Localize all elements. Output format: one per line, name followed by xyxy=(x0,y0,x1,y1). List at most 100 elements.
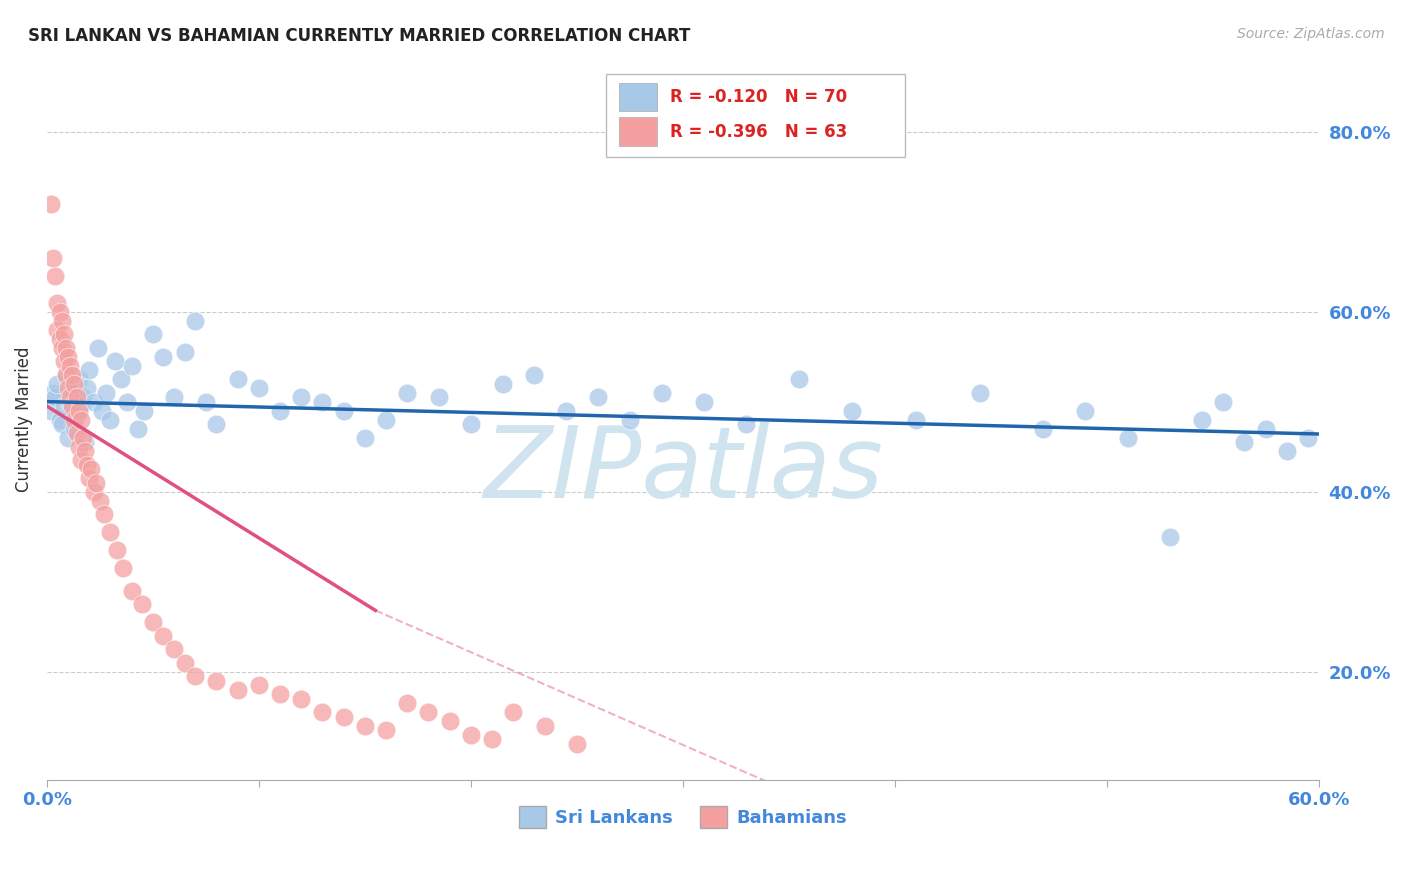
Point xyxy=(789,372,811,386)
Point xyxy=(46,323,69,337)
Point xyxy=(60,368,83,382)
Point xyxy=(117,394,139,409)
Point xyxy=(1074,403,1097,417)
Point xyxy=(46,295,69,310)
Point xyxy=(269,403,291,417)
Text: Source: ZipAtlas.com: Source: ZipAtlas.com xyxy=(1237,27,1385,41)
Point xyxy=(46,376,69,391)
Point xyxy=(332,709,354,723)
Point xyxy=(91,403,114,417)
Point xyxy=(841,403,863,417)
Point xyxy=(523,368,546,382)
Point xyxy=(205,673,228,688)
Point xyxy=(48,332,70,346)
Point xyxy=(491,376,513,391)
Point xyxy=(619,412,641,426)
Point xyxy=(290,691,312,706)
Bar xyxy=(619,83,658,112)
Point xyxy=(184,313,207,327)
Point xyxy=(555,403,578,417)
Point xyxy=(353,431,375,445)
Point xyxy=(56,381,79,395)
Point xyxy=(42,251,65,265)
Point xyxy=(121,359,143,373)
Point xyxy=(100,412,122,426)
Point xyxy=(439,714,461,728)
Point xyxy=(48,304,70,318)
Point xyxy=(76,458,98,472)
Point xyxy=(1191,412,1213,426)
Point xyxy=(52,354,75,368)
Point xyxy=(142,615,165,629)
Point xyxy=(375,723,398,738)
Point xyxy=(67,372,90,386)
Point xyxy=(52,399,75,413)
Point xyxy=(56,431,79,445)
Point xyxy=(194,394,217,409)
Point xyxy=(39,196,62,211)
Point xyxy=(72,431,94,445)
Point xyxy=(56,350,79,364)
Point xyxy=(59,394,82,409)
Point xyxy=(311,705,333,719)
Point xyxy=(127,422,149,436)
Point xyxy=(39,403,62,417)
Point xyxy=(396,385,419,400)
FancyBboxPatch shape xyxy=(606,74,905,157)
Point xyxy=(51,341,73,355)
Point xyxy=(67,403,90,417)
Point xyxy=(163,390,186,404)
Text: R = -0.120   N = 70: R = -0.120 N = 70 xyxy=(671,88,848,106)
Point xyxy=(76,381,98,395)
Point xyxy=(112,561,135,575)
Point xyxy=(84,475,107,490)
Point xyxy=(93,507,115,521)
Point xyxy=(460,417,482,431)
Point xyxy=(52,327,75,342)
Point xyxy=(110,372,132,386)
Point xyxy=(1116,431,1139,445)
Point xyxy=(142,327,165,342)
Point xyxy=(693,394,716,409)
Point xyxy=(163,642,186,657)
Point xyxy=(332,403,354,417)
Point xyxy=(173,345,195,359)
Point xyxy=(63,412,86,426)
Point xyxy=(226,682,249,697)
Point xyxy=(904,412,927,426)
Text: R = -0.396   N = 63: R = -0.396 N = 63 xyxy=(671,122,848,141)
Point xyxy=(565,737,588,751)
Point xyxy=(87,341,110,355)
Point xyxy=(247,381,270,395)
Point xyxy=(104,354,127,368)
Point xyxy=(55,368,77,382)
Point xyxy=(48,412,70,426)
Point xyxy=(73,444,96,458)
Point xyxy=(79,363,101,377)
Point xyxy=(67,440,90,454)
Point xyxy=(173,656,195,670)
Y-axis label: Currently Married: Currently Married xyxy=(15,347,32,492)
Point xyxy=(59,390,82,404)
Point xyxy=(80,462,103,476)
Point xyxy=(60,399,83,413)
Point xyxy=(65,390,87,404)
Text: SRI LANKAN VS BAHAMIAN CURRENTLY MARRIED CORRELATION CHART: SRI LANKAN VS BAHAMIAN CURRENTLY MARRIED… xyxy=(28,27,690,45)
Point xyxy=(1275,444,1298,458)
Point xyxy=(1212,394,1234,409)
Point xyxy=(44,268,66,283)
Point xyxy=(205,417,228,431)
Point xyxy=(247,678,270,692)
Point xyxy=(72,390,94,404)
Point xyxy=(65,426,87,441)
Point xyxy=(105,543,128,558)
Text: ZIPatlas: ZIPatlas xyxy=(482,422,883,518)
Point xyxy=(418,705,440,719)
Point xyxy=(65,408,87,422)
Point xyxy=(735,417,758,431)
Legend: Sri Lankans, Bahamians: Sri Lankans, Bahamians xyxy=(512,799,853,836)
Point xyxy=(1233,435,1256,450)
Point xyxy=(55,341,77,355)
Point xyxy=(226,372,249,386)
Point xyxy=(134,403,156,417)
